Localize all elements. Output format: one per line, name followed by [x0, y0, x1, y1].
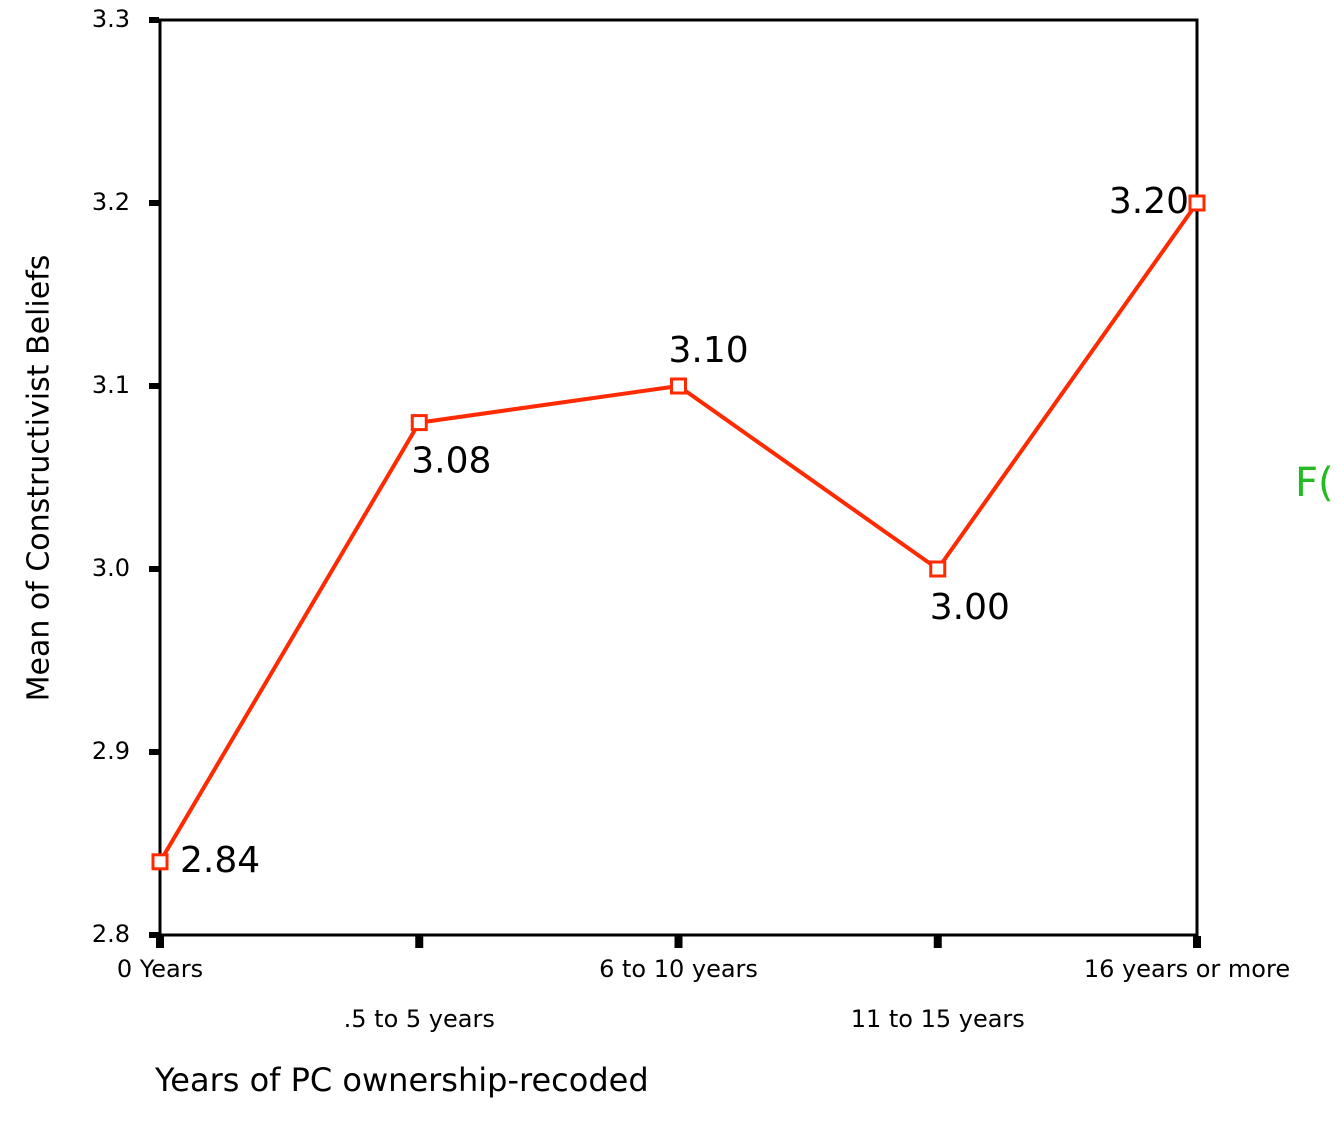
y-tick-label: 3.2: [92, 188, 130, 216]
x-tick-label: 11 to 15 years: [851, 1005, 1025, 1033]
y-tick-label: 2.8: [92, 920, 130, 948]
x-tick: [933, 936, 942, 948]
line: [158, 201, 1199, 863]
y-tick: [149, 17, 159, 23]
x-tick: [1193, 936, 1201, 948]
x-tick: [415, 936, 424, 948]
y-tick: [149, 749, 159, 755]
x-tick: [156, 936, 164, 948]
data-label: 3.08: [411, 441, 491, 482]
data-label: 2.84: [180, 840, 260, 881]
y-tick: [149, 200, 159, 206]
marker: [929, 560, 947, 578]
y-axis-label: Mean of Constructivist Beliefs: [22, 255, 57, 702]
y-tick: [149, 383, 159, 389]
y-tick-label: 2.9: [92, 737, 130, 765]
y-tick-label: 3.0: [92, 554, 130, 582]
marker: [1188, 194, 1206, 212]
marker: [670, 377, 687, 395]
marker: [151, 853, 169, 871]
annotation: F(: [1295, 460, 1334, 506]
data-label: 3.20: [1109, 181, 1189, 222]
x-tick-label: 6 to 10 years: [599, 955, 758, 983]
marker: [410, 414, 428, 432]
x-axis-label: Years of PC ownership-recoded: [154, 1061, 649, 1099]
y-tick: [149, 566, 159, 572]
y-tick-label: 3.1: [92, 371, 130, 399]
data-label: 3.00: [930, 587, 1010, 628]
data-label: 3.10: [669, 330, 749, 371]
x-tick-label: 0 Years: [117, 955, 203, 983]
y-tick: [149, 932, 159, 938]
x-tick-label: 16 years or more: [1084, 955, 1290, 983]
x-tick: [674, 936, 683, 948]
plot-frame: [158, 18, 1199, 937]
x-tick-label: .5 to 5 years: [344, 1005, 495, 1033]
y-tick-label: 3.3: [92, 5, 130, 33]
